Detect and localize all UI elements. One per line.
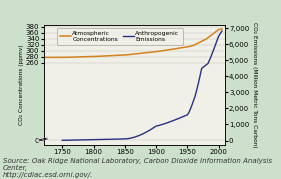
Y-axis label: CO₂ Concentrations (ppmv): CO₂ Concentrations (ppmv) <box>19 45 24 125</box>
Text: Source: Oak Ridge National Laboratory, Carbon Dioxide Information Analysis Cente: Source: Oak Ridge National Laboratory, C… <box>3 158 272 178</box>
Legend: Atmospheric
Concentrations, Anthropogenic
Emissions: Atmospheric Concentrations, Anthropogeni… <box>57 28 183 45</box>
Y-axis label: CO₂ Emissions (Million Metric Tons Carbon): CO₂ Emissions (Million Metric Tons Carbo… <box>252 22 257 148</box>
